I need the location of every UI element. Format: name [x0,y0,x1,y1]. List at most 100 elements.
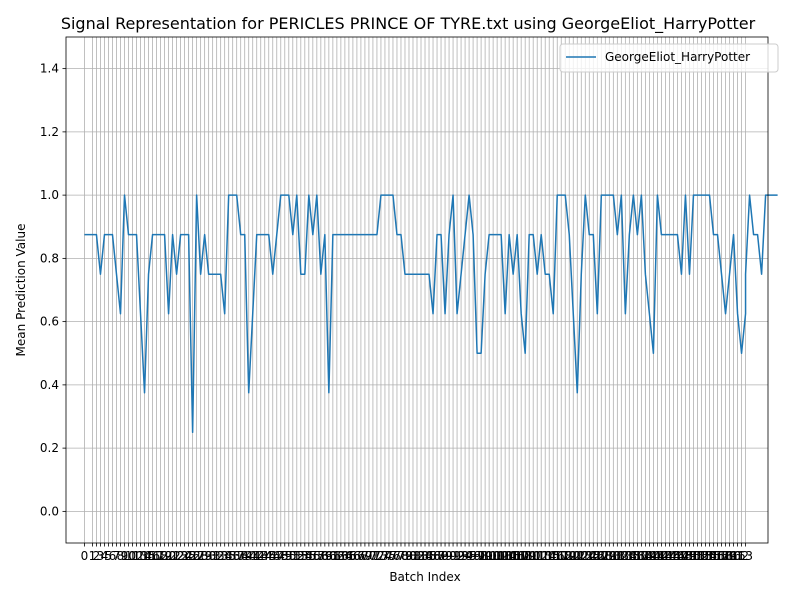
x-tick-label: 102 [486,549,509,563]
x-tick-label: 114 [534,549,557,563]
x-tick-label: 101 [482,549,505,563]
x-tick-label: 119 [554,549,577,563]
x-tick-label: 40 [241,549,256,563]
x-tick-label: 26 [185,549,200,563]
x-tick-label: 15 [141,549,156,563]
x-axis-ticks: 0 123456789101112131415161718192021222324… [81,543,753,563]
x-tick-label: 159 [714,549,737,563]
y-axis-label: Mean Prediction Value [14,224,28,357]
x-tick-label: 160 [718,549,741,563]
x-tick-label: 106 [502,549,525,563]
x-tick-label: 73 [373,549,388,563]
x-tick-label: 161 [722,549,745,563]
x-tick-label: 21 [165,549,180,563]
x-tick-label: 45 [261,549,276,563]
x-tick-label: 19 [157,549,172,563]
x-tick-label: 147 [666,549,689,563]
x-tick-label: 118 [550,549,573,563]
x-tick-label: 137 [626,549,649,563]
x-tick-label: 22 [169,549,184,563]
x-tick-label: 89 [437,549,452,563]
x-tick-label: 97 [469,549,484,563]
x-tick-label: 158 [710,549,733,563]
x-tick-label: 128 [590,549,613,563]
x-tick-label: 54 [297,549,312,563]
x-tick-label: 142 [646,549,669,563]
x-tick-label: 36 [225,549,240,563]
x-tick-label: 29 [197,549,212,563]
x-tick-label: 148 [670,549,693,563]
x-tick-label: 62 [329,549,344,563]
x-tick-label: 108 [510,549,533,563]
x-tick-label: 50 [281,549,296,563]
y-tick-label: 0.0 [40,504,59,518]
x-tick-label: 134 [614,549,637,563]
x-tick-label: 113 [530,549,553,563]
x-tick-label: 88 [433,549,448,563]
x-tick-label: 47 [269,549,284,563]
x-tick-label: 51 [285,549,300,563]
x-tick-label: 132 [606,549,629,563]
x-tick-label: 6 [109,549,117,563]
x-tick-label: 152 [686,549,709,563]
x-tick-label: 76 [385,549,400,563]
x-tick-label: 115 [538,549,561,563]
x-tick-label: 65 [341,549,356,563]
x-tick-label: 20 [161,549,176,563]
x-tick-label: 91 [445,549,460,563]
x-tick-label: 121 [562,549,585,563]
series-line [84,194,778,434]
x-tick-label: 9 [121,549,129,563]
x-tick-label: 163 [730,549,753,563]
y-axis-ticks: 0.0 0.2 0.4 0.6 0.8 1.0 1.2 1.4 [40,62,66,518]
x-tick-label: 32 [209,549,224,563]
x-tick-label: 33 [213,549,228,563]
x-tick-label: 104 [494,549,517,563]
x-tick-label: 57 [309,549,324,563]
x-tick-label: 125 [578,549,601,563]
x-tick-label: 154 [694,549,717,563]
x-tick-label: 72 [369,549,384,563]
x-tick-label: 44 [257,549,272,563]
x-tick-label: 42 [249,549,264,563]
x-tick-label: 4 [101,549,109,563]
legend-label: GeorgeEliot_HarryPotter [605,50,750,64]
x-tick-label: 52 [289,549,304,563]
x-tick-label: 64 [337,549,352,563]
x-tick-label: 13 [133,549,148,563]
x-tick-label: 85 [421,549,436,563]
x-tick-label: 53 [293,549,308,563]
x-tick-label: 66 [345,549,360,563]
x-tick-label: 35 [221,549,236,563]
x-tick-label: 30 [201,549,216,563]
x-tick-label: 74 [377,549,392,563]
x-tick-label: 136 [622,549,645,563]
x-tick-label: 157 [706,549,729,563]
x-tick-label: 8 [117,549,125,563]
x-tick-label: 144 [654,549,677,563]
x-tick-label: 92 [449,549,464,563]
x-axis-label: Batch Index [389,570,460,584]
x-tick-label: 56 [305,549,320,563]
x-tick-label: 60 [321,549,336,563]
x-tick-label: 117 [546,549,569,563]
x-tick-label: 153 [690,549,713,563]
y-tick-label: 0.8 [40,251,59,265]
x-tick-label: 149 [674,549,697,563]
x-tick-label: 49 [277,549,292,563]
x-tick-label: 122 [566,549,589,563]
x-tick-label: 39 [237,549,252,563]
x-tick-label: 93 [453,549,468,563]
x-tick-label: 77 [389,549,404,563]
x-tick-label: 151 [682,549,705,563]
x-tick-label: 68 [353,549,368,563]
x-tick-label: 14 [137,549,152,563]
x-tick-label: 46 [265,549,280,563]
y-tick-label: 1.4 [40,62,59,76]
x-tick-label: 61 [325,549,340,563]
x-tick-label: 78 [393,549,408,563]
x-tick-label: 141 [642,549,665,563]
x-tick-label: 155 [698,549,721,563]
x-tick-label: 17 [149,549,164,563]
x-tick-label: 84 [417,549,432,563]
